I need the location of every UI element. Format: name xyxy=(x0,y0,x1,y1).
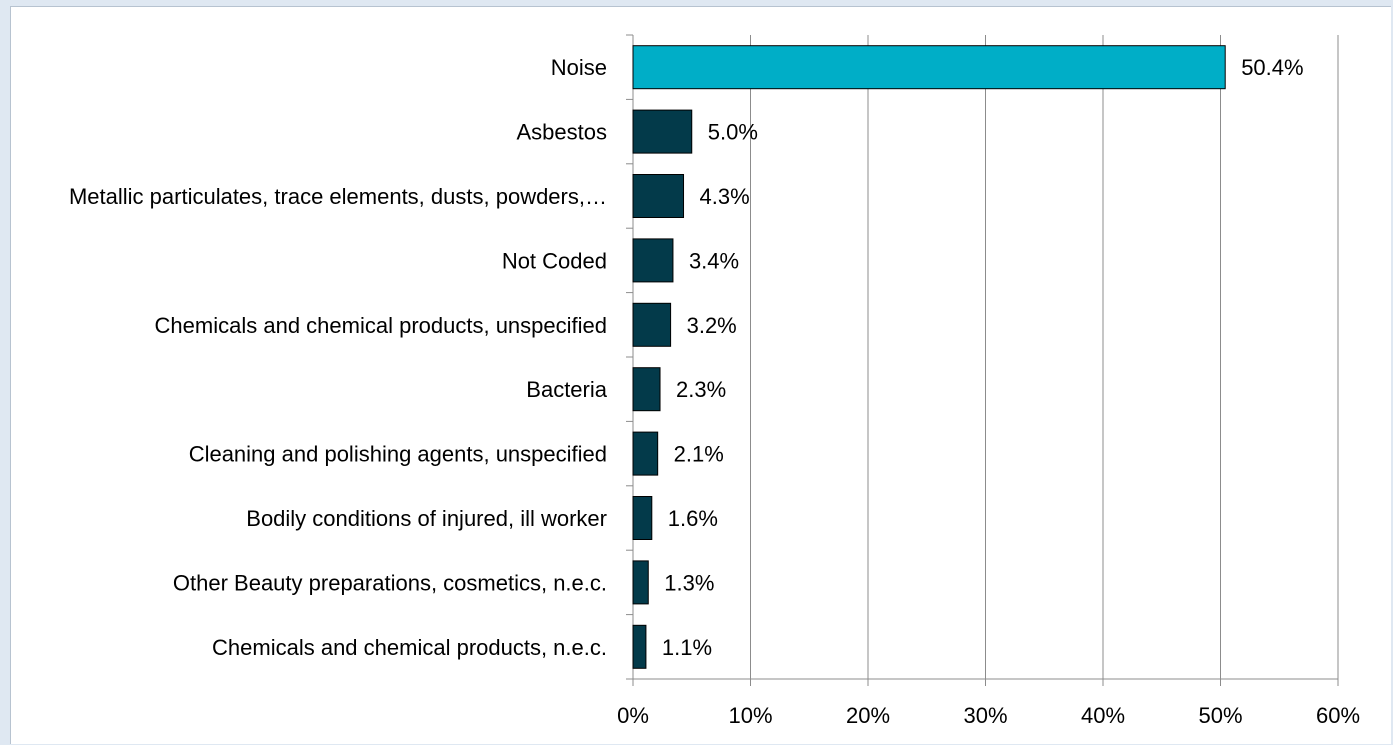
bar xyxy=(632,624,647,669)
data-label: 1.1% xyxy=(662,635,712,660)
bar xyxy=(632,238,674,283)
data-label: 2.1% xyxy=(674,442,724,467)
bar xyxy=(632,174,685,218)
bar xyxy=(632,367,661,412)
category-label: Cleaning and polishing agents, unspecifi… xyxy=(189,442,607,467)
data-label: 1.3% xyxy=(664,570,714,595)
bar xyxy=(632,109,693,154)
bar xyxy=(632,496,653,540)
category-label: Other Beauty preparations, cosmetics, n.… xyxy=(173,570,607,595)
x-tick-label: 0% xyxy=(617,703,649,728)
bar xyxy=(632,560,649,605)
x-tick-label: 20% xyxy=(846,703,890,728)
data-label: 2.3% xyxy=(676,377,726,402)
x-tick-label: 10% xyxy=(728,703,772,728)
category-label: Noise xyxy=(551,55,607,80)
bar xyxy=(632,302,672,347)
data-label: 4.3% xyxy=(700,184,750,209)
data-label: 50.4% xyxy=(1241,55,1303,80)
bar-chart: 0% 10% 20% 30% 40% 50% 60% Noise 50.4% Asbestos 5.… xyxy=(69,34,1360,728)
x-tick-label: 40% xyxy=(1081,703,1125,728)
data-label: 1.6% xyxy=(668,506,718,531)
chart-frame: 0% 10% 20% 30% 40% 50% 60% Noise 50.4% Asbestos 5.… xyxy=(10,6,1391,744)
category-label: Chemicals and chemical products, unspeci… xyxy=(155,313,607,338)
x-tick-label: 30% xyxy=(963,703,1007,728)
category-label: Not Coded xyxy=(502,248,607,273)
category-label: Bacteria xyxy=(526,377,607,402)
data-label: 3.2% xyxy=(687,313,737,338)
category-label: Asbestos xyxy=(517,120,608,145)
x-tick-label: 50% xyxy=(1198,703,1242,728)
data-label: 5.0% xyxy=(708,120,758,145)
category-label: Metallic particulates, trace elements, d… xyxy=(69,184,607,209)
bar xyxy=(632,45,1226,90)
gridlines xyxy=(750,35,1339,679)
bar xyxy=(632,431,659,476)
x-tick-label: 60% xyxy=(1316,703,1360,728)
labels: 0% 10% 20% 30% 40% 50% 60% Noise 50.4% Asbestos 5.… xyxy=(69,55,1360,728)
data-label: 3.4% xyxy=(689,248,739,273)
bars xyxy=(632,45,1226,669)
category-label: Chemicals and chemical products, n.e.c. xyxy=(212,635,607,660)
category-label: Bodily conditions of injured, ill worker xyxy=(246,506,607,531)
